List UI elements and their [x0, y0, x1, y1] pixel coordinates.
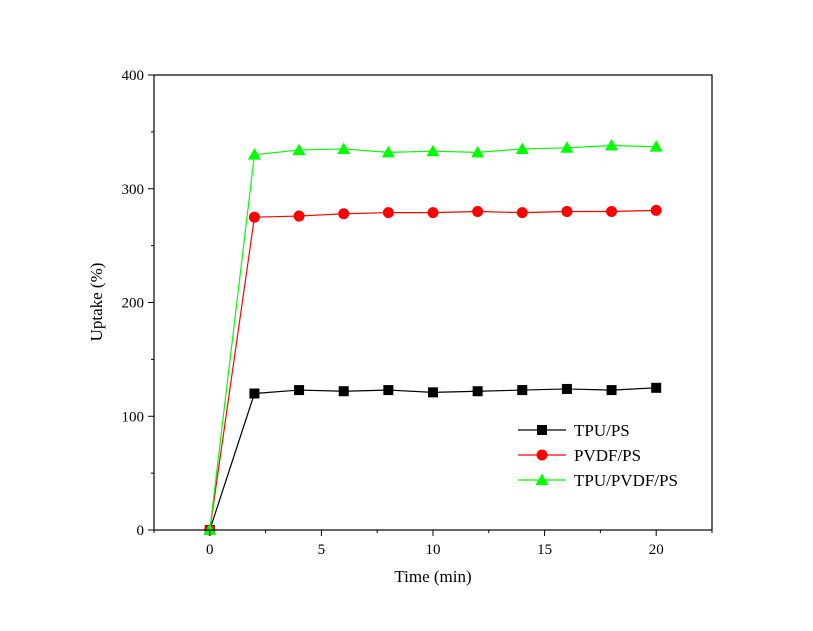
x-tick-label: 10: [426, 542, 441, 558]
data-point: [605, 139, 619, 151]
data-point: [294, 385, 305, 396]
data-point: [472, 206, 484, 217]
x-tick-label: 15: [537, 542, 552, 558]
y-tick-label: 200: [122, 296, 145, 312]
marks-layer: [203, 139, 663, 536]
legend-label: TPU/PVDF/PS: [574, 471, 678, 490]
legend-marker: [535, 473, 549, 485]
data-point: [649, 140, 663, 152]
y-tick-label: 400: [122, 68, 145, 84]
data-point: [561, 206, 573, 217]
data-point: [606, 206, 618, 217]
data-point: [381, 145, 395, 158]
legend-label: PVDF/PS: [574, 446, 641, 465]
x-tick-label: 5: [318, 542, 326, 558]
legend-marker: [537, 425, 547, 435]
data-point: [428, 387, 438, 398]
x-tick-label: 20: [649, 542, 664, 558]
data-point: [249, 388, 260, 399]
data-point: [426, 144, 440, 157]
data-point: [561, 383, 572, 394]
x-tick-label: 0: [206, 542, 214, 558]
data-point: [606, 385, 617, 396]
data-point: [338, 208, 350, 220]
data-point: [247, 148, 261, 160]
data-point: [560, 141, 574, 153]
data-point: [382, 207, 394, 219]
data-point: [471, 145, 485, 158]
x-axis-title: Time (min): [394, 567, 471, 586]
data-point: [292, 143, 306, 156]
legend-marker: [536, 449, 548, 461]
data-point: [203, 523, 217, 535]
data-point: [427, 207, 439, 219]
data-point: [293, 210, 305, 222]
data-point: [517, 385, 528, 396]
y-tick-label: 100: [122, 409, 145, 425]
y-tick-label: 0: [137, 523, 145, 539]
data-point: [337, 142, 351, 154]
legend-label: TPU/PS: [574, 421, 630, 440]
data-point: [383, 385, 394, 396]
data-point: [248, 211, 260, 223]
y-axis-title: Uptake (%): [87, 263, 106, 342]
data-point: [516, 207, 528, 219]
y-tick-label: 300: [122, 182, 145, 198]
data-point: [338, 386, 349, 397]
data-point: [472, 386, 483, 397]
data-point: [651, 382, 662, 393]
legend: TPU/PS PVDF/PS TPU/PVDF/PS: [518, 421, 678, 490]
data-point: [650, 204, 662, 216]
data-point: [515, 142, 529, 154]
